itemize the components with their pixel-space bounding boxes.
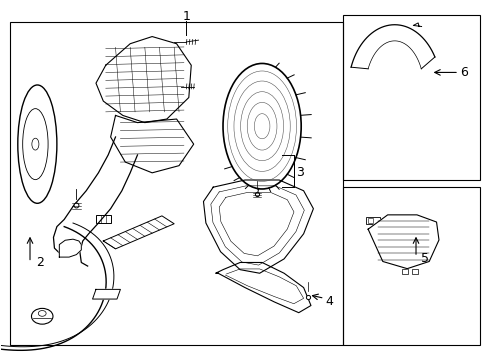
Polygon shape	[203, 180, 314, 273]
Bar	[343, 187, 480, 345]
Polygon shape	[216, 262, 311, 313]
Text: 1: 1	[182, 10, 190, 23]
Bar	[402, 269, 408, 274]
Text: 3: 3	[296, 166, 304, 179]
Ellipse shape	[18, 85, 57, 203]
Polygon shape	[368, 215, 439, 269]
Ellipse shape	[223, 63, 301, 189]
Bar	[10, 22, 343, 345]
Polygon shape	[96, 37, 191, 123]
Text: 4: 4	[326, 296, 334, 309]
Bar	[343, 15, 480, 180]
Bar	[366, 217, 380, 224]
Polygon shape	[103, 216, 174, 249]
Text: 2: 2	[36, 256, 44, 269]
Text: 6: 6	[460, 66, 468, 79]
Circle shape	[31, 309, 53, 324]
Bar	[368, 218, 373, 223]
Polygon shape	[351, 25, 435, 69]
Polygon shape	[59, 239, 81, 257]
Text: 5: 5	[421, 252, 429, 265]
Polygon shape	[111, 116, 194, 173]
Bar	[412, 269, 418, 274]
Bar	[96, 215, 111, 223]
Polygon shape	[93, 289, 121, 299]
